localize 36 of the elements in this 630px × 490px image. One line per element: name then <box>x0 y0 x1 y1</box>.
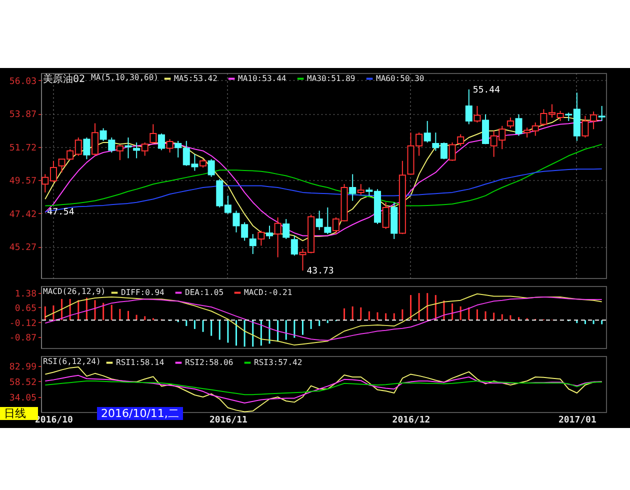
annotation: 55.44 <box>472 85 500 96</box>
y-tick-label: 56.03 <box>9 76 36 87</box>
y-tick-label: 1.38 <box>14 290 36 300</box>
y-tick-label: 0.65 <box>14 304 36 314</box>
y-tick-label: 82.99 <box>9 362 36 372</box>
y-tick-label: 34.05 <box>9 393 36 404</box>
y-tick-label: 51.72 <box>9 143 36 154</box>
annotation: 2016/10/11,二 <box>97 407 183 420</box>
legend-label: MA60:50.30 <box>376 74 424 83</box>
y-tick-label: -0.12 <box>9 318 36 329</box>
x-tick-label: 2017/01 <box>558 416 596 426</box>
legend-title: RSI(6,12,24) <box>43 357 101 366</box>
legend-label: RSI3:57.42 <box>254 358 302 367</box>
chart-title: 美原油02 <box>43 73 86 85</box>
legend-title: MA(5,10,30,60) <box>91 73 158 82</box>
legend-label: MA30:51.89 <box>307 74 356 83</box>
legend-label: DIFF:0.94 <box>121 288 165 297</box>
legend-label: RSI1:58.14 <box>116 358 164 367</box>
legend-label: MA10:53.44 <box>238 74 286 83</box>
legend-label: DEA:1.05 <box>185 288 224 297</box>
x-tick-label: 2016/11 <box>209 416 248 426</box>
x-tick-label: 2016/10 <box>34 416 73 426</box>
y-tick-label: 53.87 <box>9 110 36 120</box>
y-tick-label: 47.42 <box>9 210 36 220</box>
y-tick-label: 45.27 <box>9 243 36 254</box>
legend-label: RSI2:58.06 <box>185 358 234 367</box>
legend-label: MACD:-0.21 <box>244 288 292 297</box>
legend-label: MA5:53.42 <box>174 74 218 83</box>
y-tick-label: 49.57 <box>9 176 36 187</box>
x-tick-label: 2016/12 <box>392 416 430 426</box>
y-tick-label: 58.52 <box>9 378 36 388</box>
text: 日线 <box>4 407 26 420</box>
annotation: 43.73 <box>306 266 334 277</box>
legend-title: MACD(26,12,9) <box>43 287 106 296</box>
annotation: 47.54 <box>47 208 74 218</box>
y-tick-label: -0.87 <box>9 334 36 344</box>
